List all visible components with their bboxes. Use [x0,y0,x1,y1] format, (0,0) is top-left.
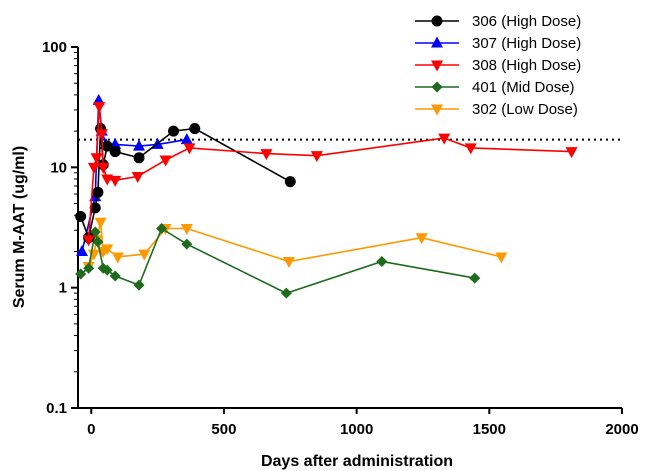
series-308 [82,102,578,247]
data-point [75,244,88,256]
data-point [101,264,113,276]
legend-marker [431,36,443,48]
data-point [97,162,110,174]
data-point [464,143,477,155]
legend-item: 401 (Mid Dose) [415,79,575,96]
legend-marker [431,60,443,72]
legend-item: 306 (High Dose) [415,13,581,30]
legend-label: 401 (Mid Dose) [472,79,575,96]
data-point [438,133,451,145]
data-point [189,123,201,135]
data-point [131,171,144,183]
y-tick-label: 100 [42,39,67,56]
data-point [310,151,323,163]
data-point [82,235,95,247]
x-axis-title: Days after administration [261,453,453,470]
data-point [87,162,100,174]
legend-label: 308 (High Dose) [472,57,581,74]
x-tick-label: 500 [211,421,236,438]
x-tick-label: 1000 [340,421,373,438]
data-point [168,125,180,137]
data-point [95,129,108,141]
data-point [376,255,388,267]
legend-item: 302 (Low Dose) [415,101,578,118]
x-tick-label: 1500 [473,421,506,438]
legend-marker [431,15,443,27]
data-point [92,186,104,198]
data-point [133,139,146,151]
data-point [109,146,121,158]
y-tick-label: 10 [50,159,67,176]
y-axis-title: Serum M-AAT (ug/ml) [11,146,28,308]
data-point [156,223,168,235]
data-point [83,262,95,274]
data-point [101,140,113,152]
legend-label: 302 (Low Dose) [472,101,578,118]
data-point [90,153,103,165]
data-point [133,152,145,164]
data-point [109,175,122,187]
data-point [469,272,481,284]
series-group [75,93,578,299]
data-point [159,155,172,167]
data-point [183,143,196,155]
y-tick-label: 0.1 [46,400,67,417]
legend-label: 307 (High Dose) [472,35,581,52]
data-point [495,252,508,264]
data-point [282,256,295,268]
data-point [138,249,151,261]
legend-item: 308 (High Dose) [415,57,581,74]
y-tick-label: 1 [59,280,67,297]
data-point [180,224,193,236]
x-tick-label: 0 [87,421,95,438]
series-401 [75,223,481,299]
legend-marker [431,81,443,93]
data-point [133,279,145,291]
data-point [109,270,121,282]
data-point [94,217,107,229]
x-tick-label: 2000 [605,421,638,438]
data-point [75,268,87,280]
data-point [101,244,114,256]
data-point [89,202,101,214]
data-point [180,133,193,145]
data-point [284,176,296,188]
legend: 306 (High Dose) 307 (High Dose) 308 (High … [415,13,581,118]
data-point [75,211,87,223]
data-point [93,102,106,114]
data-point [415,233,428,245]
legend-marker [431,104,443,116]
data-point [181,238,193,250]
axes: 0 500 1000 1500 2000 0.1 1 10 100 [42,39,639,438]
data-point [565,147,578,159]
legend-item: 307 (High Dose) [415,35,581,52]
data-point [280,287,292,299]
series-line [87,106,572,240]
data-point [260,149,273,161]
legend-label: 306 (High Dose) [472,13,581,30]
data-point [92,236,104,248]
data-point [111,252,124,264]
series-line [87,222,502,267]
